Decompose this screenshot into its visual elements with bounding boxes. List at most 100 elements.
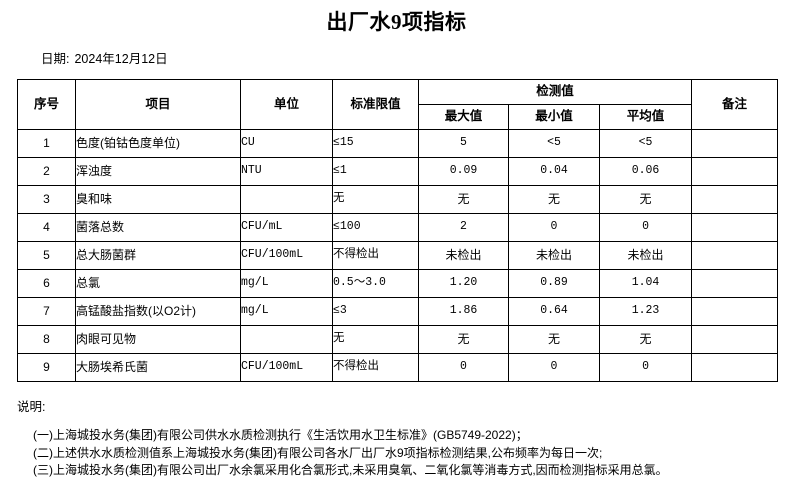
- table-row: 4 菌落总数 CFU/mL ≤100 2 0 0: [17, 213, 779, 242]
- cell-note: [691, 269, 779, 298]
- cell-note: [691, 325, 779, 354]
- col-header-item: 项目: [75, 79, 241, 130]
- cell-item: 菌落总数: [75, 213, 241, 242]
- cell-min: <5: [508, 129, 600, 158]
- cell-max: 1.20: [418, 269, 509, 298]
- cell-limit: ≤15: [332, 129, 419, 158]
- cell-note: [691, 129, 779, 158]
- cell-unit: mg/L: [240, 269, 333, 298]
- cell-note: [691, 213, 779, 242]
- cell-limit: ≤100: [332, 213, 419, 242]
- note-line-2: (二)上述供水水质检测值系上海城投水务(集团)有限公司各水厂出厂水9项指标检测结…: [33, 445, 603, 460]
- cell-item: 大肠埃希氏菌: [75, 353, 241, 382]
- cell-limit: ≤1: [332, 157, 419, 186]
- cell-index: 6: [17, 269, 76, 298]
- cell-item: 臭和味: [75, 185, 241, 214]
- cell-unit: CU: [240, 129, 333, 158]
- cell-avg: 0.06: [598, 157, 693, 186]
- notes-title: 说明:: [17, 400, 46, 414]
- cell-limit: 不得检出: [332, 241, 419, 270]
- cell-note: [691, 157, 779, 186]
- cell-avg: 无: [598, 185, 693, 214]
- cell-limit: 0.5～3.0: [332, 269, 419, 298]
- cell-index: 3: [17, 185, 76, 214]
- cell-item: 总大肠菌群: [75, 241, 241, 270]
- table-row: 9 大肠埃希氏菌 CFU/100mL 不得检出 0 0 0: [17, 353, 779, 382]
- col-header-note: 备注: [691, 79, 779, 130]
- note-line-3: (三)上海城投水务(集团)有限公司出厂水余氯采用化合氯形式,未采用臭氧、二氧化氯…: [33, 463, 668, 477]
- col-header-measured-group: 检测值: [417, 79, 693, 105]
- table-head: 序号 项目 单位 标准限值 检测值 备注 最大值 最小值 平均值: [17, 79, 779, 130]
- cell-limit: 无: [332, 185, 419, 214]
- cell-unit: [240, 185, 333, 214]
- cell-min: 0.04: [508, 157, 600, 186]
- cell-min: 0.89: [508, 269, 600, 298]
- table-body: 1 色度(铂钴色度单位) CU ≤15 5 <5 <5 2 浑浊度 NTU ≤1…: [17, 129, 779, 382]
- indicators-table: 序号 项目 单位 标准限值 检测值 备注 最大值 最小值 平均值 1 色度(铂钴…: [17, 79, 779, 382]
- cell-max: 无: [418, 325, 509, 354]
- cell-index: 5: [17, 241, 76, 270]
- date-label: 日期:: [41, 52, 70, 66]
- cell-note: [691, 185, 779, 214]
- col-header-max: 最大值: [418, 104, 509, 130]
- cell-min: 未检出: [508, 241, 600, 270]
- report-date: 日期: 2024年12月12日: [41, 48, 168, 67]
- cell-unit: CFU/100mL: [240, 353, 333, 382]
- cell-note: [691, 241, 779, 270]
- cell-note: [691, 297, 779, 326]
- cell-note: [691, 353, 779, 382]
- cell-unit: mg/L: [240, 297, 333, 326]
- cell-item: 浑浊度: [75, 157, 241, 186]
- note-line-1: (一)上海城投水务(集团)有限公司供水水质检测执行《生活饮用水卫生标准》(GB5…: [33, 428, 528, 442]
- cell-avg: <5: [598, 129, 693, 158]
- cell-avg: 0: [598, 213, 693, 242]
- cell-min: 无: [508, 185, 600, 214]
- date-value: 2024年12月12日: [74, 52, 168, 66]
- cell-avg: 1.04: [598, 269, 693, 298]
- cell-min: 0.64: [508, 297, 600, 326]
- cell-index: 1: [17, 129, 76, 158]
- cell-max: 5: [418, 129, 509, 158]
- cell-avg: 1.23: [598, 297, 693, 326]
- cell-item: 总氯: [75, 269, 241, 298]
- cell-index: 4: [17, 213, 76, 242]
- table-row: 3 臭和味 无 无 无 无: [17, 185, 779, 214]
- cell-max: 2: [418, 213, 509, 242]
- col-header-limit: 标准限值: [332, 79, 419, 130]
- page-title: 出厂水9项指标: [326, 10, 467, 34]
- cell-limit: 不得检出: [332, 353, 419, 382]
- cell-index: 2: [17, 157, 76, 186]
- cell-max: 未检出: [418, 241, 509, 270]
- col-header-avg: 平均值: [598, 104, 693, 130]
- cell-max: 0: [418, 353, 509, 382]
- cell-index: 7: [17, 297, 76, 326]
- table-row: 7 高锰酸盐指数(以O2计) mg/L ≤3 1.86 0.64 1.23: [17, 297, 779, 326]
- col-header-min: 最小值: [508, 104, 600, 130]
- cell-min: 0: [508, 353, 600, 382]
- cell-item: 色度(铂钴色度单位): [75, 129, 241, 158]
- notes-section: 说明: (一)上海城投水务(集团)有限公司供水水质检测执行《生活饮用水卫生标准》…: [17, 396, 787, 480]
- cell-unit: [240, 325, 333, 354]
- cell-avg: 无: [598, 325, 693, 354]
- cell-min: 0: [508, 213, 600, 242]
- cell-unit: NTU: [240, 157, 333, 186]
- table-row: 6 总氯 mg/L 0.5～3.0 1.20 0.89 1.04: [17, 269, 779, 298]
- cell-unit: CFU/100mL: [240, 241, 333, 270]
- cell-min: 无: [508, 325, 600, 354]
- col-header-index: 序号: [17, 79, 76, 130]
- header-row-top: 序号 项目 单位 标准限值 检测值 备注: [17, 79, 779, 130]
- cell-max: 无: [418, 185, 509, 214]
- cell-limit: 无: [332, 325, 419, 354]
- cell-item: 高锰酸盐指数(以O2计): [75, 297, 241, 326]
- table-row: 2 浑浊度 NTU ≤1 0.09 0.04 0.06: [17, 157, 779, 186]
- cell-index: 8: [17, 325, 76, 354]
- cell-unit: CFU/mL: [240, 213, 333, 242]
- table-row: 1 色度(铂钴色度单位) CU ≤15 5 <5 <5: [17, 129, 779, 158]
- cell-avg: 未检出: [598, 241, 693, 270]
- cell-index: 9: [17, 353, 76, 382]
- col-header-unit: 单位: [240, 79, 333, 130]
- cell-max: 1.86: [418, 297, 509, 326]
- header-row-sub: 最大值 最小值 平均值: [18, 104, 778, 130]
- cell-max: 0.09: [418, 157, 509, 186]
